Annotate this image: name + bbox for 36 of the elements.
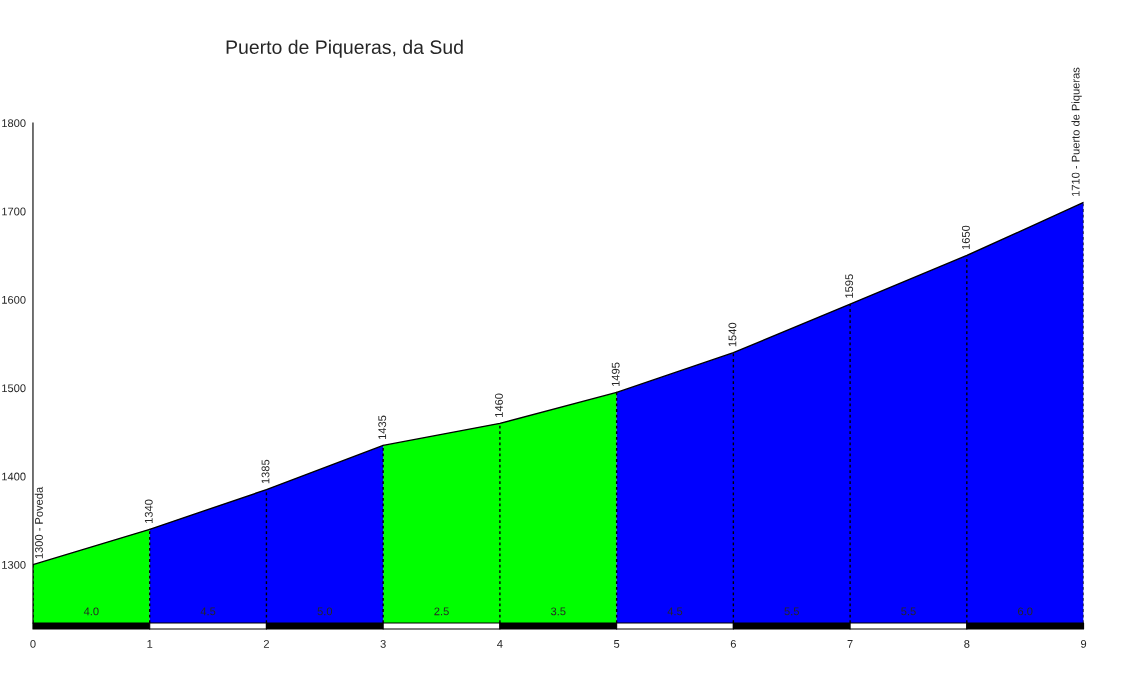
- text: 1650: [961, 225, 970, 250]
- annotation: 2.5: [434, 607, 449, 616]
- annotation: 3.5: [550, 607, 566, 616]
- y-tick-label: 1700: [2, 207, 26, 216]
- text: 1495: [611, 362, 620, 387]
- y-tick-label: 1400: [2, 472, 26, 481]
- text: 1385: [261, 459, 270, 484]
- annotation: 4.0: [83, 607, 99, 616]
- x-tick-label: 7: [847, 640, 853, 648]
- text: 1595: [845, 274, 854, 298]
- y-tick-label: 1600: [2, 295, 26, 304]
- annotation: 6.0: [1018, 607, 1033, 616]
- x-tick-label: 4: [497, 640, 503, 648]
- x-tick-label: 1: [147, 640, 153, 648]
- annotation: 4.5: [200, 607, 216, 616]
- text: 1435: [378, 415, 387, 440]
- annotation: 5.5: [901, 607, 916, 616]
- text: 1710 - Puerto de Piqueras: [1071, 67, 1082, 197]
- x-tick-label: 9: [1080, 639, 1087, 648]
- y-tick-label: 1500: [2, 384, 26, 393]
- chart-title: Puerto de Piqueras, da Sud: [226, 39, 463, 58]
- x-tick-label: 3: [380, 639, 386, 648]
- y-tick-label: 1300: [2, 560, 26, 569]
- text: 1340: [144, 499, 153, 523]
- x-tick-label: 6: [730, 639, 736, 648]
- x-tick-label: 5: [613, 640, 620, 648]
- x-tick-label: 0: [30, 639, 36, 648]
- text: 1300 - Poveda: [34, 486, 43, 559]
- annotation: 5.5: [784, 607, 799, 616]
- y-tick-label: 1800: [2, 119, 26, 128]
- x-tick-label: 8: [964, 639, 970, 648]
- text: 1460: [495, 393, 503, 417]
- x-tick-label: 2: [263, 639, 269, 648]
- text: 1540: [728, 322, 737, 347]
- annotation: 4.5: [667, 607, 683, 616]
- annotation: 5.0: [317, 607, 333, 616]
